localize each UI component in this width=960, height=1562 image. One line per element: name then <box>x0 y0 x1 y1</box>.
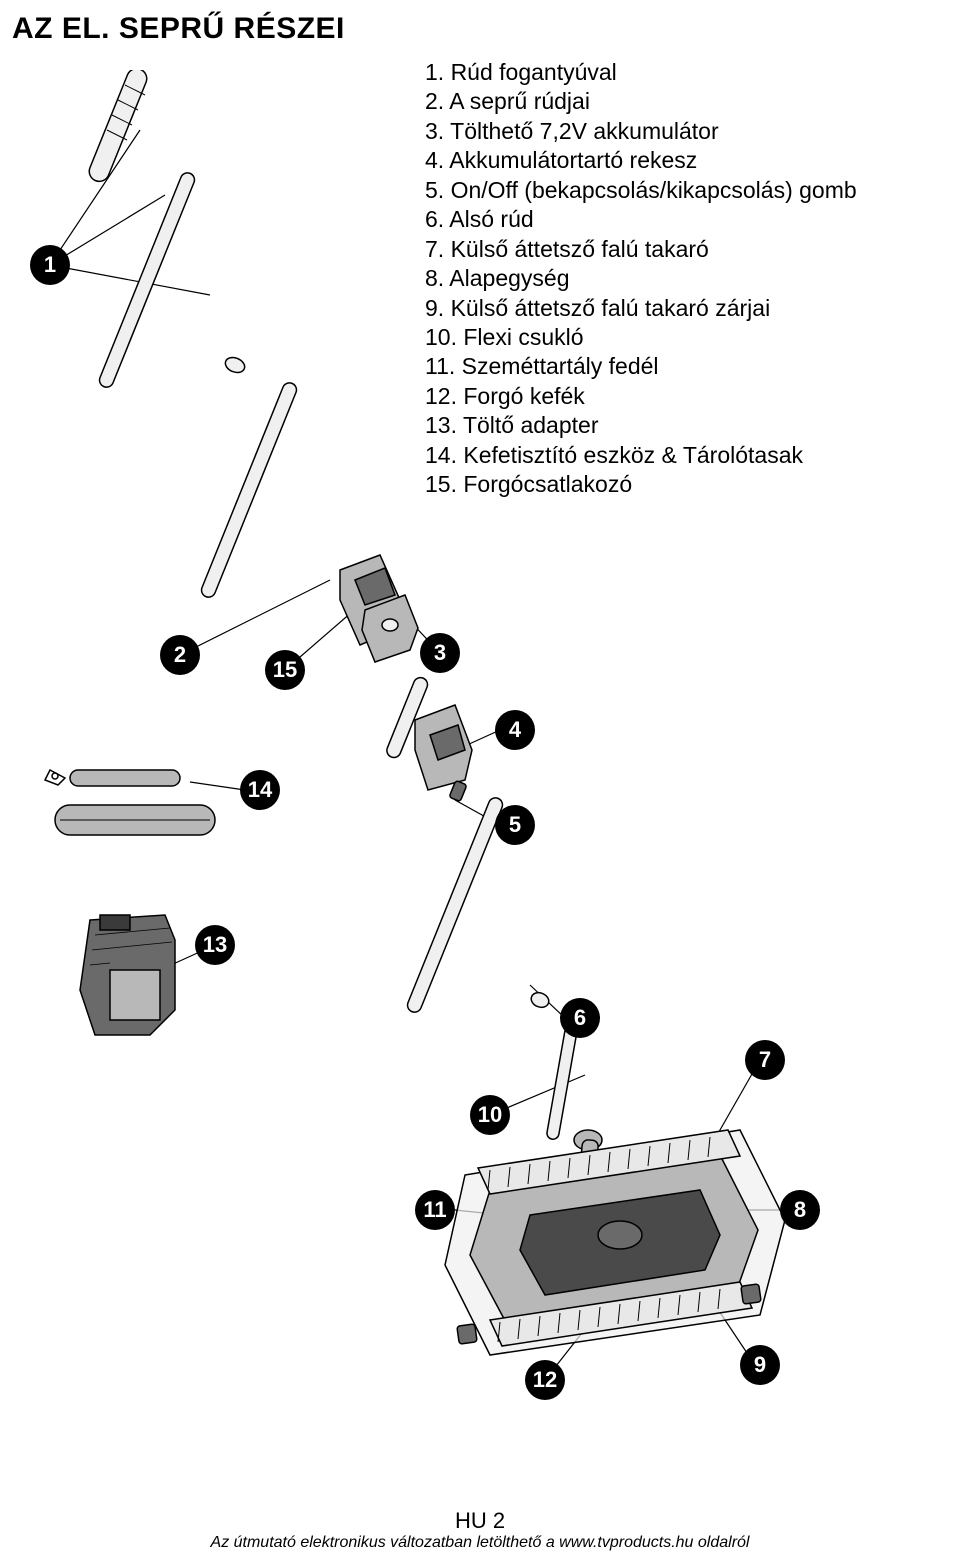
callout-3: 3 <box>420 633 460 673</box>
callout-7: 7 <box>745 1040 785 1080</box>
callout-4: 4 <box>495 710 535 750</box>
callout-9: 9 <box>740 1345 780 1385</box>
exploded-diagram: 1 2 15 3 4 5 14 13 6 7 10 8 11 9 12 <box>0 70 960 1510</box>
callout-15: 15 <box>265 650 305 690</box>
callout-14: 14 <box>240 770 280 810</box>
callout-13: 13 <box>195 925 235 965</box>
footer-note: Az útmutató elektronikus változatban let… <box>0 1534 960 1552</box>
callout-5: 5 <box>495 805 535 845</box>
callout-1: 1 <box>30 245 70 285</box>
callout-10: 10 <box>470 1095 510 1135</box>
callout-8: 8 <box>780 1190 820 1230</box>
callout-11: 11 <box>415 1190 455 1230</box>
callout-6: 6 <box>560 998 600 1038</box>
callout-12: 12 <box>525 1360 565 1400</box>
page-footer: HU 2 Az útmutató elektronikus változatba… <box>0 1508 960 1552</box>
page-number: HU 2 <box>0 1508 960 1534</box>
page-title: AZ EL. SEPRŰ RÉSZEI <box>12 12 345 46</box>
callout-2: 2 <box>160 635 200 675</box>
